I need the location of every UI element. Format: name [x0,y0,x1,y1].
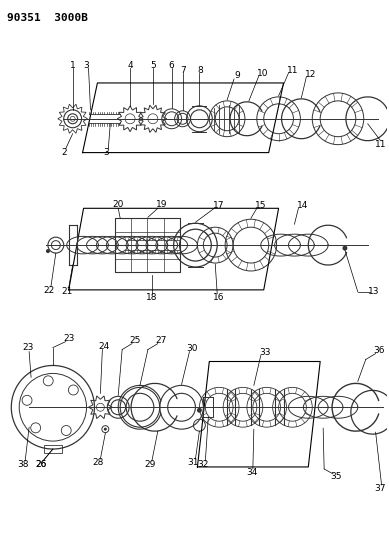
Text: 19: 19 [156,200,168,209]
Text: 31: 31 [188,458,199,467]
Bar [115,218,180,272]
Text: 13: 13 [368,287,379,296]
Text: 9: 9 [234,71,240,80]
Text: 23: 23 [63,334,74,343]
Text: 35: 35 [330,472,342,481]
Text: 16: 16 [212,293,224,302]
Text: 25: 25 [130,336,141,345]
Text: 27: 27 [155,336,166,345]
Text: 26: 26 [35,461,47,470]
Text: 7: 7 [180,66,186,75]
Text: 1: 1 [70,61,75,69]
Text: 24: 24 [99,342,110,351]
Text: 28: 28 [93,458,104,467]
Text: 2: 2 [61,148,67,157]
Circle shape [342,246,347,251]
Text: 23: 23 [23,343,34,352]
Text: 34: 34 [246,469,258,478]
Text: 38: 38 [18,461,29,470]
Text: 29: 29 [144,461,156,470]
Text: 8: 8 [198,66,203,75]
Text: 5: 5 [150,61,156,69]
Text: 17: 17 [212,201,224,210]
Text: 18: 18 [146,293,158,302]
Text: 11: 11 [287,66,298,75]
Text: 21: 21 [61,287,72,296]
Text: 14: 14 [297,201,308,210]
Circle shape [46,249,50,253]
Text: 32: 32 [198,461,209,470]
Text: 90351  3000B: 90351 3000B [7,13,88,23]
Bar [44,445,62,453]
Text: 36: 36 [373,346,384,355]
Text: 22: 22 [43,286,54,295]
Circle shape [197,408,202,413]
Text: 15: 15 [255,201,266,210]
Text: 33: 33 [259,348,270,357]
Text: 30: 30 [187,344,198,353]
Text: 37: 37 [374,484,385,494]
Text: 3: 3 [84,61,89,69]
Text: 20: 20 [112,200,124,209]
Text: 26: 26 [35,461,47,470]
Text: 6: 6 [169,61,175,69]
Text: 11: 11 [375,140,386,149]
Text: 12: 12 [305,69,316,78]
Text: 3: 3 [103,148,109,157]
Text: 4: 4 [127,61,133,69]
Circle shape [104,427,107,431]
Text: 10: 10 [257,69,268,77]
